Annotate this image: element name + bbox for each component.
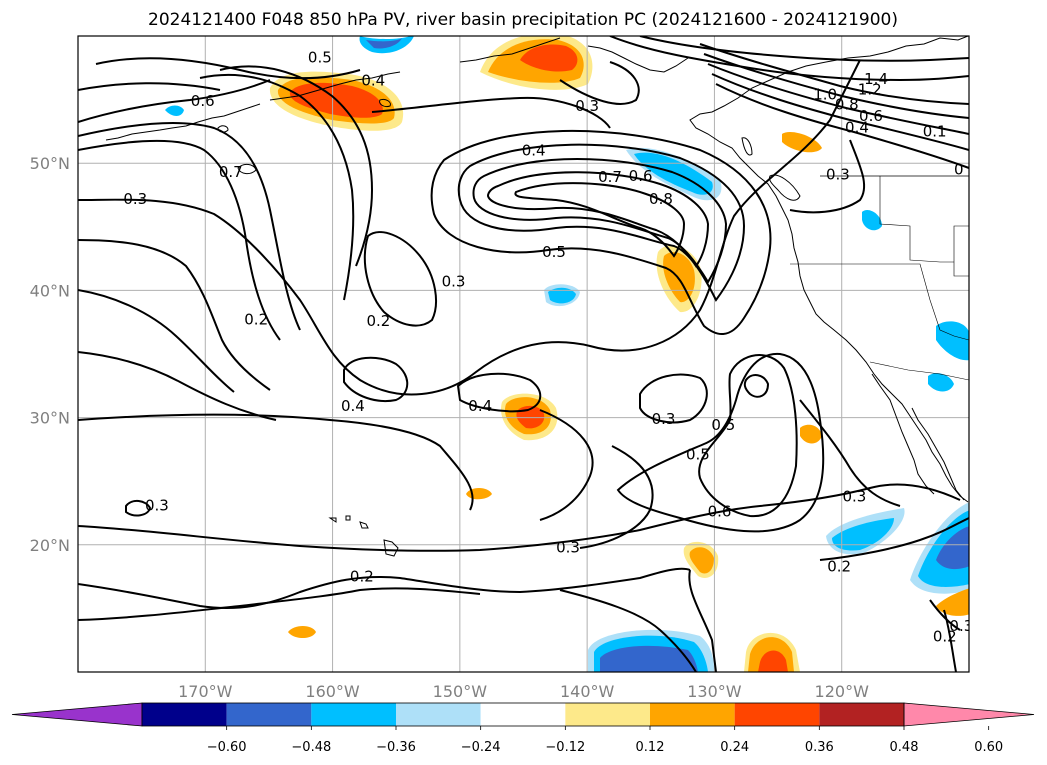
lon-tick-label: 150°W [433,682,488,701]
lat-tick-label: 40°N [30,281,70,300]
contour-label: 0.4 [341,397,365,415]
colorbar-outline [141,702,905,727]
anomaly-coast-negative-1 [936,321,969,361]
contour-label: 0.3 [652,410,676,428]
lon-tick-label: 170°W [178,682,233,701]
contour-label: 0.3 [145,496,169,514]
pv-contours [78,36,969,672]
colorbar-swatch [565,703,650,726]
contour-label: 0.8 [835,96,859,114]
contour-label: 0.3 [949,617,973,635]
contour-label: 0.3 [123,190,147,208]
anomaly-tropical-negative [588,629,715,672]
contour-label: 0.3 [826,166,850,184]
colorbar: −0.60 −0.48 −0.36 −0.24 −0.12 0.12 0.24 0.36 0.4… [11,702,1035,755]
contour-label: 0.2 [366,312,390,330]
colorbar-tick-label: 0.60 [974,740,1003,755]
anomaly-west-negative [165,105,184,116]
colorbar-swatch [480,703,566,726]
longitude-labels: 170°W 160°W 150°W 140°W 130°W 120°W [178,682,869,701]
contour-label: 0.4 [468,397,492,415]
contour-label: 0.8 [649,190,673,208]
lat-tick-label: 30°N [30,409,70,428]
contour-label: 0.3 [575,97,599,115]
colorbar-tick-label: 0.24 [720,740,749,755]
colorbar-tick-label: −0.24 [461,740,501,755]
contour-label: 0.4 [522,141,546,159]
contour-label: 0.2 [244,311,268,329]
contour-label: 1.0 [813,86,837,104]
contour-label: 0.6 [629,167,653,185]
anomaly-small-negative-2 [862,209,882,231]
colorbar-swatch [311,703,396,726]
contour-label: 0.6 [708,503,732,521]
contour-label: 0.2 [827,557,851,575]
contour-label: 0.7 [219,163,243,181]
map-frame [77,35,970,673]
anomaly-baja-negative [826,508,905,555]
contour-label: 0.3 [442,272,466,290]
contour-label: 0.1 [923,122,947,140]
lon-tick-label: 130°W [687,682,742,701]
anomaly-gulf-alaska-positive [480,36,593,90]
lon-tick-label: 140°W [560,682,615,701]
contour-label: 0.6 [859,107,883,125]
lat-tick-label: 20°N [30,536,70,555]
colorbar-extend-low [11,702,143,727]
pv-contour-labels: 0.50.40.60.70.30.20.30.20.50.40.7 0.60.80… [123,49,973,646]
colorbar-tick-label: −0.36 [376,740,416,755]
colorbar-extend-high [903,702,1035,727]
coastlines [105,36,969,557]
anomaly-se-positive [936,588,969,616]
colorbar-swatch [142,703,227,726]
contour-label: 0.6 [191,92,215,110]
anomaly-small-positive-3 [782,131,822,153]
colorbar-swatch [226,703,312,726]
latitude-labels: 50°N 40°N 30°N 20°N [30,154,70,555]
colorbar-swatch [734,703,820,726]
contour-label: 0.5 [686,445,710,463]
anomaly-tropical-positive [744,632,800,672]
colorbar-tick-label: 0.12 [636,740,665,755]
contour-label: 1.2 [858,80,882,98]
colorbar-tick-label: −0.60 [207,740,247,755]
contour-label: 0.5 [711,416,735,434]
map-panel: 0.50.40.60.70.30.20.30.20.50.40.7 0.60.80… [78,36,973,672]
colorbar-swatch [819,703,904,726]
anomaly-small-positive-2 [288,626,316,638]
contour-label: 0 [954,161,964,179]
contour-label: 0.5 [542,243,566,261]
figure-title: 2024121400 F048 850 hPa PV, river basin … [148,10,898,30]
contour-label: 0.2 [350,568,374,586]
contour-label: 0.7 [598,168,622,186]
contour-label: 0.5 [308,49,332,67]
contour-label: 0.3 [843,487,867,505]
colorbar-tick-label: −0.48 [291,740,331,755]
contour-label: 1.4 [864,70,888,88]
contour-label: 0.4 [845,119,869,137]
anomaly-small-positive-4 [800,424,822,444]
colorbar-tick-label: 0.48 [890,740,919,755]
colorbar-swatch [396,703,481,726]
contour-label: 0.2 [933,627,957,645]
colorbar-tick-label: 0.36 [805,740,834,755]
lat-tick-label: 50°N [30,154,70,173]
lon-tick-label: 120°W [815,682,870,701]
colorbar-swatch [650,703,735,726]
contour-label: 0.4 [361,72,385,90]
contour-label: 0.3 [556,538,580,556]
colorbar-tick-label: −0.12 [545,740,585,755]
precip-shading [165,36,969,672]
lon-tick-label: 160°W [305,682,360,701]
